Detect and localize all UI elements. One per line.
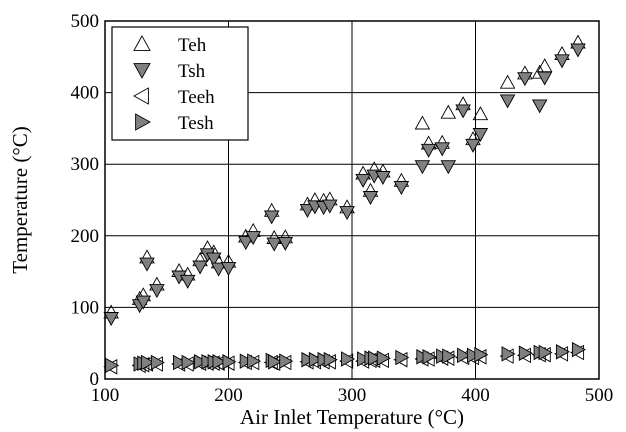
tesh-point [222, 354, 237, 370]
y-tick-label: 100 [71, 297, 100, 318]
tesh-point [571, 341, 586, 358]
tsh-point [192, 260, 208, 275]
tesh-point [212, 354, 227, 370]
tesh-point [150, 354, 165, 371]
tesh-point [301, 351, 316, 368]
tesh-point [376, 350, 391, 366]
legend-label-tesh: Tesh [178, 113, 214, 134]
tesh-point [247, 353, 262, 369]
tsh-point [440, 160, 457, 175]
tsh-point [103, 312, 119, 327]
tsh-point [517, 72, 533, 87]
tsh-point [179, 274, 196, 289]
plot-frame [104, 20, 600, 380]
tesh-point [268, 354, 283, 370]
y-tick-label: 500 [71, 11, 100, 32]
y-tick-label: 400 [71, 83, 100, 104]
tsh-point [135, 295, 152, 310]
tesh-point [501, 346, 516, 362]
tsh-point [499, 94, 516, 109]
series-tesh [105, 341, 586, 374]
tesh-point [474, 346, 489, 363]
tesh-point [555, 344, 570, 360]
y-tick-label: 300 [71, 154, 100, 175]
tsh-point [210, 262, 227, 277]
teh-point [472, 106, 489, 121]
tsh-point [362, 191, 379, 206]
teh-point [499, 74, 516, 89]
x-axis-label: Air Inlet Temperature (°C) [240, 405, 464, 429]
tsh-point [531, 99, 548, 114]
tesh-point [308, 351, 323, 368]
tesh-point [239, 353, 254, 369]
data-points [103, 34, 586, 375]
tsh-point [375, 171, 391, 186]
tesh-point [395, 349, 410, 366]
teh-point [440, 104, 457, 119]
tsh-point [245, 231, 261, 246]
tesh-point [323, 351, 338, 368]
tsh-point [322, 199, 338, 214]
y-axis-label: Temperature (°C) [8, 126, 32, 273]
tsh-point [434, 142, 450, 157]
tesh-point [457, 347, 472, 364]
tesh-point [173, 354, 188, 371]
tsh-point [420, 143, 437, 158]
tesh-point [422, 349, 437, 365]
x-tick-label: 500 [585, 385, 614, 406]
tsh-point [299, 203, 316, 218]
tsh-point [149, 284, 165, 299]
tsh-point [455, 104, 471, 119]
legend-label-teh: Teh [178, 35, 207, 56]
tesh-point [518, 345, 533, 361]
tesh-point [140, 354, 155, 371]
tesh-point [442, 348, 457, 364]
tsh-point [238, 236, 254, 251]
legend-box [111, 26, 249, 141]
legend-marker-tesh [135, 113, 151, 131]
y-tick-label: 200 [71, 226, 100, 247]
tsh-point [472, 128, 489, 143]
legend: Teh Tsh Teeh Tesh [111, 26, 249, 141]
legend-label-teeh: Teeh [178, 87, 215, 108]
x-tick-label: 300 [338, 385, 367, 406]
tsh-point [465, 138, 481, 153]
tesh-point [181, 354, 196, 371]
tesh-point [194, 354, 209, 370]
tsh-point [554, 54, 570, 69]
legend-marker-teh [133, 35, 151, 51]
series-tsh [103, 43, 586, 327]
tsh-point [266, 237, 282, 252]
tesh-point [341, 351, 356, 367]
teh-point [414, 115, 431, 130]
tsh-point [205, 252, 222, 267]
tsh-point [355, 173, 371, 188]
tesh-point [466, 347, 481, 364]
legend-marker-teeh [133, 87, 149, 105]
x-tick-label: 400 [461, 385, 490, 406]
legend-marker-tsh [133, 63, 151, 79]
x-tick-label: 200 [214, 385, 243, 406]
tsh-point [220, 261, 237, 276]
tsh-point [414, 160, 431, 175]
tsh-point [139, 257, 155, 272]
y-tick-label: 0 [90, 369, 100, 390]
tsh-point [570, 43, 586, 58]
tesh-point [538, 344, 553, 361]
tsh-point [393, 181, 410, 196]
tsh-point [277, 236, 294, 251]
tesh-point [368, 350, 383, 366]
tsh-point [263, 210, 280, 225]
x-tick-label: 100 [91, 385, 120, 406]
legend-label-tsh: Tsh [178, 61, 206, 82]
tesh-point [357, 351, 372, 367]
tsh-point [536, 71, 553, 86]
tsh-point [339, 206, 355, 221]
tesh-point [279, 353, 294, 369]
